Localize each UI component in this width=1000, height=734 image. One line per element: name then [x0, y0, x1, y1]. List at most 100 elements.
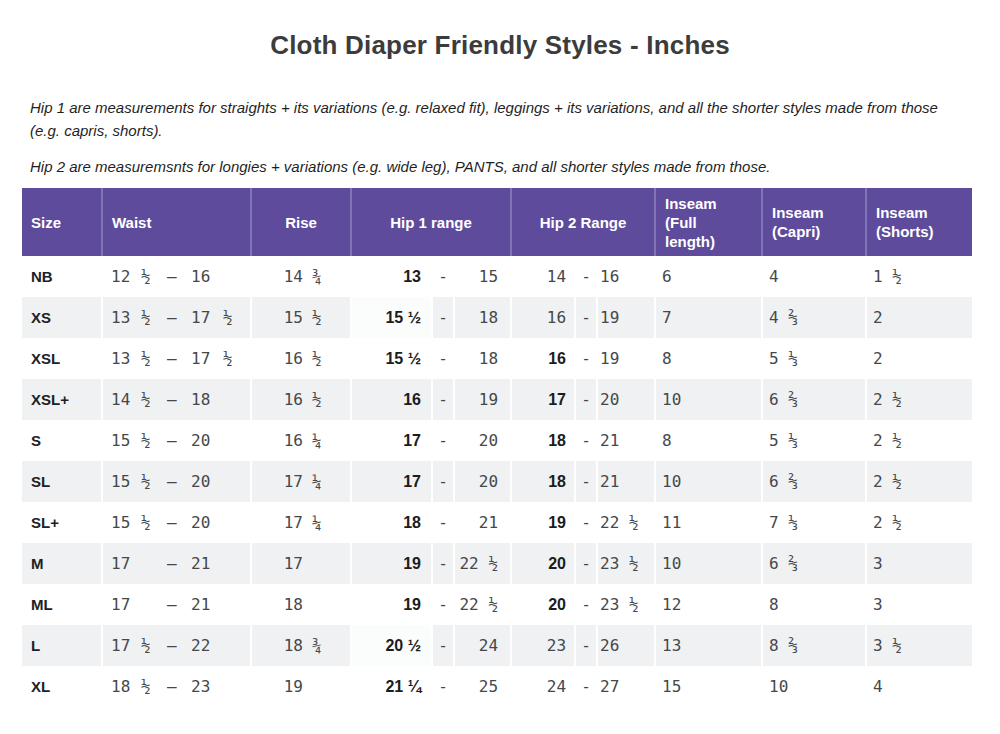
inseam-capri-cell: 5 ⅓ [763, 420, 867, 461]
size-cell: ML [22, 584, 103, 625]
hip1-min-cell: 18 [352, 502, 433, 543]
hip2-min-cell: 17 [512, 379, 576, 420]
hip1-min-cell: 15 ½ [352, 297, 433, 338]
inseam-full-cell: 6 [656, 256, 763, 297]
hip1-min-cell: 19 [352, 584, 433, 625]
col-header-hip1-range: Hip 1 range [352, 188, 512, 256]
inseam-shorts-cell: 4 [867, 666, 972, 707]
hip1-max-cell: 15 [455, 256, 512, 297]
hip1-min-cell: 16 [352, 379, 433, 420]
inseam-capri-cell: 10 [763, 666, 867, 707]
waist-cell: 14½–18 [103, 379, 252, 420]
inseam-shorts-cell: 1 ½ [867, 256, 972, 297]
inseam-capri-cell: 8 ⅔ [763, 625, 867, 666]
size-cell: XL [22, 666, 103, 707]
inseam-full-cell: 8 [656, 338, 763, 379]
table-row: NB 12½–16 14¾ 13 - 15 14 - 16 6 4 1 ½ [22, 256, 972, 297]
col-header-inseam-shorts: Inseam (Shorts) [867, 188, 972, 256]
inseam-full-cell: 8 [656, 420, 763, 461]
note-hip1: Hip 1 are measurements for straights + i… [30, 96, 968, 142]
hip2-dash-cell: - [576, 256, 598, 297]
hip2-max-cell: 23 ½ [598, 543, 656, 584]
size-cell: SL+ [22, 502, 103, 543]
inseam-capri-cell: 6 ⅔ [763, 543, 867, 584]
waist-cell: 17–21 [103, 584, 252, 625]
inseam-shorts-cell: 2 ½ [867, 461, 972, 502]
hip1-dash-cell: - [433, 338, 455, 379]
hip1-dash-cell: - [433, 379, 455, 420]
rise-cell: 16½ [252, 338, 352, 379]
hip1-dash-cell: - [433, 297, 455, 338]
hip2-min-cell: 18 [512, 461, 576, 502]
hip1-dash-cell: - [433, 543, 455, 584]
size-cell: XSL+ [22, 379, 103, 420]
hip2-min-cell: 16 [512, 338, 576, 379]
table-row: XL 18½–23 19 21 ¼ - 25 24 - 27 15 10 4 [22, 666, 972, 707]
hip2-dash-cell: - [576, 379, 598, 420]
hip2-dash-cell: - [576, 584, 598, 625]
hip2-dash-cell: - [576, 625, 598, 666]
hip2-dash-cell: - [576, 666, 598, 707]
inseam-shorts-cell: 2 [867, 297, 972, 338]
col-header-size: Size [22, 188, 103, 256]
hip2-dash-cell: - [576, 297, 598, 338]
hip1-max-cell: 21 [455, 502, 512, 543]
hip2-min-cell: 18 [512, 420, 576, 461]
inseam-shorts-cell: 2 ½ [867, 379, 972, 420]
hip2-min-cell: 20 [512, 584, 576, 625]
hip1-max-cell: 18 [455, 338, 512, 379]
hip2-dash-cell: - [576, 420, 598, 461]
hip1-min-cell: 21 ¼ [352, 666, 433, 707]
hip2-min-cell: 16 [512, 297, 576, 338]
table-row: L 17½–22 18¾ 20 ½ - 24 23 - 26 13 8 ⅔ 3 … [22, 625, 972, 666]
col-header-hip2-range: Hip 2 Range [512, 188, 656, 256]
hip2-min-cell: 19 [512, 502, 576, 543]
rise-cell: 14¾ [252, 256, 352, 297]
rise-cell: 19 [252, 666, 352, 707]
inseam-shorts-cell: 3 ½ [867, 625, 972, 666]
inseam-capri-cell: 7 ⅓ [763, 502, 867, 543]
hip1-dash-cell: - [433, 256, 455, 297]
hip1-min-cell: 19 [352, 543, 433, 584]
rise-cell: 17 [252, 543, 352, 584]
hip1-min-cell: 17 [352, 420, 433, 461]
rise-cell: 17¼ [252, 461, 352, 502]
size-chart-table: Size Waist Rise Hip 1 range Hip 2 Range … [22, 188, 972, 707]
waist-cell: 18½–23 [103, 666, 252, 707]
hip2-min-cell: 14 [512, 256, 576, 297]
hip2-max-cell: 26 [598, 625, 656, 666]
size-cell: XS [22, 297, 103, 338]
hip2-dash-cell: - [576, 543, 598, 584]
waist-cell: 15½–20 [103, 420, 252, 461]
hip2-max-cell: 19 [598, 338, 656, 379]
waist-cell: 17–21 [103, 543, 252, 584]
hip2-min-cell: 23 [512, 625, 576, 666]
hip1-dash-cell: - [433, 666, 455, 707]
inseam-capri-cell: 8 [763, 584, 867, 625]
waist-cell: 15½–20 [103, 461, 252, 502]
hip1-max-cell: 20 [455, 461, 512, 502]
inseam-shorts-cell: 2 ½ [867, 502, 972, 543]
col-header-rise: Rise [252, 188, 352, 256]
inseam-full-cell: 13 [656, 625, 763, 666]
inseam-capri-cell: 4 [763, 256, 867, 297]
rise-cell: 17¼ [252, 502, 352, 543]
hip2-max-cell: 27 [598, 666, 656, 707]
hip2-max-cell: 22 ½ [598, 502, 656, 543]
hip1-dash-cell: - [433, 502, 455, 543]
waist-cell: 15½–20 [103, 502, 252, 543]
size-cell: L [22, 625, 103, 666]
hip1-max-cell: 18 [455, 297, 512, 338]
rise-cell: 16¼ [252, 420, 352, 461]
col-header-inseam-capri: Inseam (Capri) [763, 188, 867, 256]
size-cell: SL [22, 461, 103, 502]
size-cell: NB [22, 256, 103, 297]
hip2-max-cell: 19 [598, 297, 656, 338]
hip2-dash-cell: - [576, 461, 598, 502]
table-row: XS 13½–17½ 15½ 15 ½ - 18 16 - 19 7 4 ⅔ 2 [22, 297, 972, 338]
hip1-max-cell: 19 [455, 379, 512, 420]
table-row: M 17–21 17 19 - 22 ½ 20 - 23 ½ 10 6 ⅔ 3 [22, 543, 972, 584]
inseam-capri-cell: 6 ⅔ [763, 379, 867, 420]
inseam-full-cell: 10 [656, 461, 763, 502]
hip1-max-cell: 22 ½ [455, 543, 512, 584]
